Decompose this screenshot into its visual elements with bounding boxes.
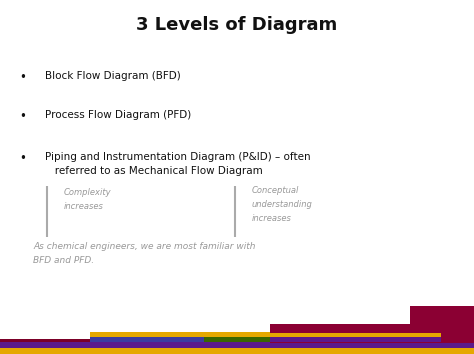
Text: increases: increases [64, 202, 104, 211]
Text: Piping and Instrumentation Diagram (P&ID) – often
   referred to as Mechanical F: Piping and Instrumentation Diagram (P&ID… [45, 152, 310, 176]
Text: BFD and PFD.: BFD and PFD. [33, 256, 94, 264]
Text: understanding: understanding [251, 200, 312, 209]
Text: •: • [19, 110, 26, 123]
Text: •: • [19, 71, 26, 84]
Text: Process Flow Diagram (PFD): Process Flow Diagram (PFD) [45, 110, 191, 120]
Text: As chemical engineers, we are most familiar with: As chemical engineers, we are most famil… [33, 242, 255, 251]
Text: Block Flow Diagram (BFD): Block Flow Diagram (BFD) [45, 71, 181, 81]
Text: Conceptual: Conceptual [251, 186, 299, 195]
Text: •: • [19, 152, 26, 165]
Text: increases: increases [251, 214, 291, 223]
Text: Complexity: Complexity [64, 188, 111, 197]
Text: SP: SP [435, 322, 449, 332]
Text: 3 Levels of Diagram: 3 Levels of Diagram [137, 16, 337, 34]
